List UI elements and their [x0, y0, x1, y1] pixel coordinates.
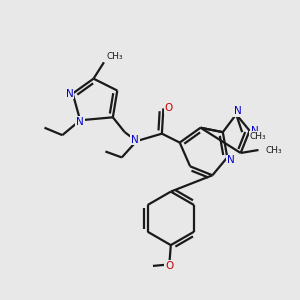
Text: N: N [131, 135, 139, 145]
Text: N: N [227, 155, 235, 165]
Text: CH₃: CH₃ [266, 146, 283, 154]
Text: N: N [66, 88, 74, 98]
Text: N: N [76, 117, 84, 127]
Text: N: N [234, 106, 242, 116]
Text: O: O [165, 103, 173, 113]
Text: N: N [251, 126, 259, 136]
Text: CH₃: CH₃ [107, 52, 124, 61]
Text: O: O [165, 261, 173, 271]
Text: CH₃: CH₃ [250, 132, 266, 141]
